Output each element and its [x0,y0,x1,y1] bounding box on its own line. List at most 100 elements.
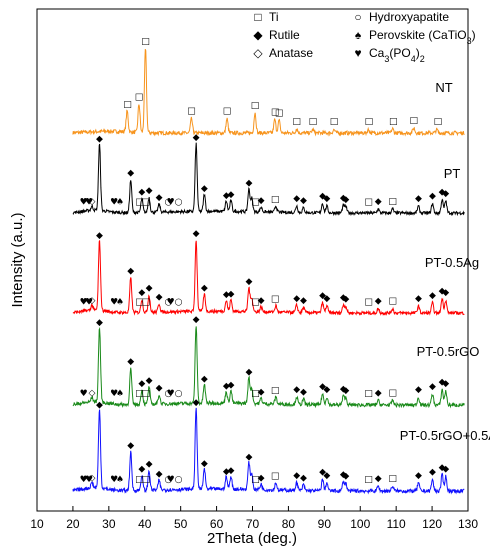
phase-marker-pt-0-5ag-10: ◆ [146,284,153,294]
series-label-pt-0-5ag: PT-0.5Ag [425,255,479,270]
phase-marker-pt-0-5rgo-11: ○ [165,389,173,399]
phase-marker-pt-0-5rgo-18: ◆ [245,367,252,377]
phase-marker-pt-12: ○ [165,198,173,208]
x-tick-label-120: 120 [422,517,442,531]
phase-marker-pt-21: ◆ [258,196,265,206]
x-tick-label-40: 40 [138,517,152,531]
phase-marker-nt-5: □ [251,101,260,111]
phase-marker-pt-0-5rgo-0-5ag-23: ◆ [293,471,300,481]
phase-marker-pt-25: ◆ [319,191,326,201]
phase-marker-pt-0-5rgo-0-5ag-1: ♥ [85,475,93,485]
phase-marker-pt-6: ◆ [127,168,134,178]
series-line-pt-0-5ag [72,240,465,317]
phase-marker-nt-10: □ [330,117,339,127]
phase-marker-pt-0-5rgo-0-5ag-14: ○ [175,475,183,485]
phase-marker-pt-0-5rgo-24: ◆ [319,382,326,392]
phase-marker-pt-0-5rgo-0-5ag-7: □ [135,475,144,485]
phase-marker-pt-0-5rgo-4: ♠ [116,389,124,399]
phase-marker-pt-0-5rgo-0-5ag-2: ◇ [88,473,95,483]
phase-marker-pt-18: ◆ [227,190,234,200]
phase-marker-pt-2: ◇ [88,197,95,207]
x-tick-label-10: 10 [30,517,44,531]
phase-marker-nt-8: □ [292,117,301,127]
phase-marker-nt-1: □ [135,92,144,102]
phase-marker-pt-0-5ag-22: □ [271,295,280,305]
phase-marker-pt-0-5rgo-32: ◆ [429,382,436,392]
phase-marker-pt-0-5rgo-0-5ag-34: ◆ [439,463,446,473]
phase-marker-pt-0-5rgo-0-5ag-8: ◆ [138,464,145,474]
phase-marker-pt-0-5rgo-0-5ag-4: ♥ [110,475,118,485]
phase-marker-pt-0-5ag-34: ◆ [439,287,446,297]
x-axis-title: 2Theta (deg.) [207,530,297,547]
phase-marker-pt-0-5rgo-27: ◆ [342,386,349,396]
phase-marker-pt-0-5ag-24: ◆ [300,296,307,306]
x-tick-label-20: 20 [66,517,80,531]
x-tick-label-50: 50 [174,517,188,531]
x-tick-label-70: 70 [246,517,260,531]
phase-marker-pt-0-5rgo-31: ◆ [415,385,422,395]
phase-marker-pt-28: ◆ [342,195,349,205]
y-axis-title: Intensity (a.u.) [9,212,26,307]
phase-marker-pt-16: ◆ [201,184,208,194]
phase-marker-nt-14: □ [434,117,443,127]
series-line-pt-0-5rgo-0-5ag [72,407,465,495]
series-label-nt: NT [435,80,452,95]
legend-entry-0: Ti [269,10,279,24]
phase-marker-pt-0-5rgo-0-5ag-16: ◆ [201,459,208,469]
phase-marker-nt-2: □ [141,37,150,47]
phase-marker-pt-0-5rgo-0-5ag-33: ◆ [429,468,436,478]
phase-marker-nt-9: □ [309,117,318,127]
phase-marker-pt-8: ◆ [138,187,145,197]
phase-marker-pt-0-5rgo-0-5ag-18: ◆ [227,466,234,476]
phase-marker-pt-0-5rgo-9: ◆ [146,376,153,386]
legend-entry-1: Hydroxyapatite [369,10,449,24]
phase-marker-nt-7: □ [275,108,284,118]
phase-marker-pt-0-5ag-2: ◇ [88,296,95,306]
phase-marker-pt-0-5rgo-17: ◆ [227,381,234,391]
phase-marker-nt-3: □ [187,107,196,117]
x-tick-label-80: 80 [282,517,296,531]
phase-marker-pt-0-5rgo-21: □ [271,386,280,396]
phase-marker-pt-0-5rgo-0-5ag-22: □ [271,472,280,482]
phase-marker-pt-0-5ag-17: ◆ [223,290,230,300]
phase-marker-pt-0-5rgo-22: ◆ [293,385,300,395]
x-tick-label-90: 90 [318,517,332,531]
phase-marker-pt-0-5rgo-0-5ag-17: ◆ [223,467,230,477]
phase-marker-pt-0-5rgo-15: ◆ [201,374,208,384]
phase-marker-pt-9: □ [142,198,151,208]
phase-marker-pt-0-5rgo-0-5ag-27: ◆ [340,470,347,480]
phase-marker-pt-0-5rgo-13: ○ [175,389,183,399]
x-tick-label-110: 110 [387,517,406,531]
phase-marker-pt-0-5ag-16: ◆ [201,284,208,294]
phase-marker-nt-12: □ [389,117,398,127]
phase-marker-pt-0-5ag-23: ◆ [293,294,300,304]
phase-marker-pt-0-5ag-5: ♠ [116,297,124,307]
phase-marker-pt-0-5ag-4: ♥ [110,297,118,307]
series-layer [72,48,465,495]
phase-marker-pt-0-5rgo-33: ◆ [439,377,446,387]
legend-symbol-3: ♠ [355,28,362,42]
x-axis-ticks: 10 20 30 40 50 60 70 80 90 100 110 120 130 [30,506,478,531]
series-label-pt-0-5rgo-0-5ag: PT-0.5rGO+0.5Ag [400,428,490,443]
legend: □ Ti ○ Hydroxyapatite ◆ Rutile ♠ Perovskite (Ca… [253,10,475,64]
phase-marker-nt-13: □ [410,116,419,126]
phase-marker-pt-24: ◆ [300,196,307,206]
phase-marker-pt-0-5rgo-0-5ag-13: ♥ [167,475,175,485]
phase-marker-pt-0-5rgo-0-5ag-35: ◆ [442,464,449,474]
phase-marker-pt-19: ◆ [245,179,252,189]
phase-marker-nt-4: □ [223,107,232,117]
phase-marker-pt-0-5rgo-0-5ag-24: ◆ [300,473,307,483]
legend-symbol-2: ◆ [253,28,263,42]
series-label-layer: NT PT PT-0.5Ag PT-0.5rGO PT-0.5rGO+0.5Ag [400,80,490,443]
series-line-pt [72,142,465,217]
phase-marker-pt-0-5rgo-2: ◆ [96,318,103,328]
phase-marker-pt-0-5rgo-26: ◆ [340,384,347,394]
phase-marker-pt-0-5rgo-0-5ag-31: □ [388,474,397,484]
series-line-pt-0-5rgo [72,326,465,409]
phase-marker-pt-0-5ag-8: ◆ [138,288,145,298]
phase-marker-pt-0-5ag-12: ○ [165,297,173,307]
phase-marker-pt-20: □ [251,198,260,208]
phase-marker-pt-30: ◆ [375,197,382,207]
phase-marker-pt-0-5rgo-0-5ag-10: ◆ [146,460,153,470]
